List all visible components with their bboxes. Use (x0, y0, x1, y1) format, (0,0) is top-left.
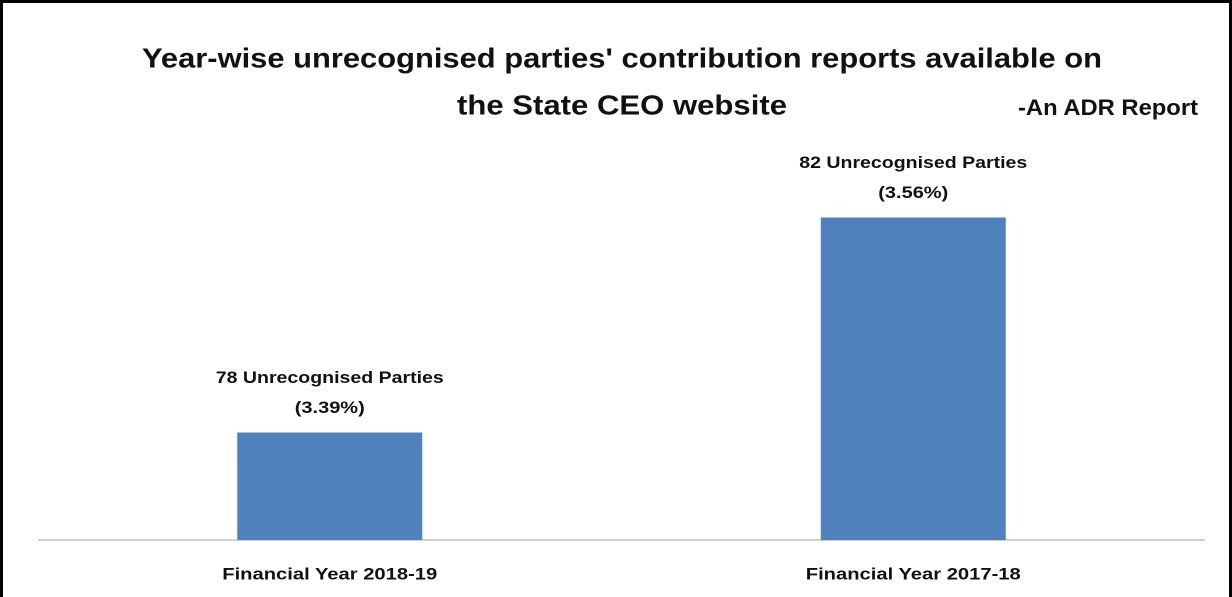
bar (820, 217, 1006, 540)
x-tick-label: Financial Year 2018-19 (222, 564, 437, 583)
data-label: (3.56%) (878, 183, 948, 202)
chart-title: Year-wise unrecognised parties' contribu… (142, 42, 1102, 73)
x-tick-label: Financial Year 2017-18 (806, 564, 1021, 583)
chart-title: the State CEO website (457, 89, 787, 120)
data-label: (3.39%) (295, 398, 365, 417)
chart-subtitle: -An ADR Report (1018, 95, 1199, 120)
data-label: 78 Unrecognised Parties (216, 368, 444, 387)
data-label: 82 Unrecognised Parties (799, 153, 1027, 172)
bar (237, 432, 423, 540)
